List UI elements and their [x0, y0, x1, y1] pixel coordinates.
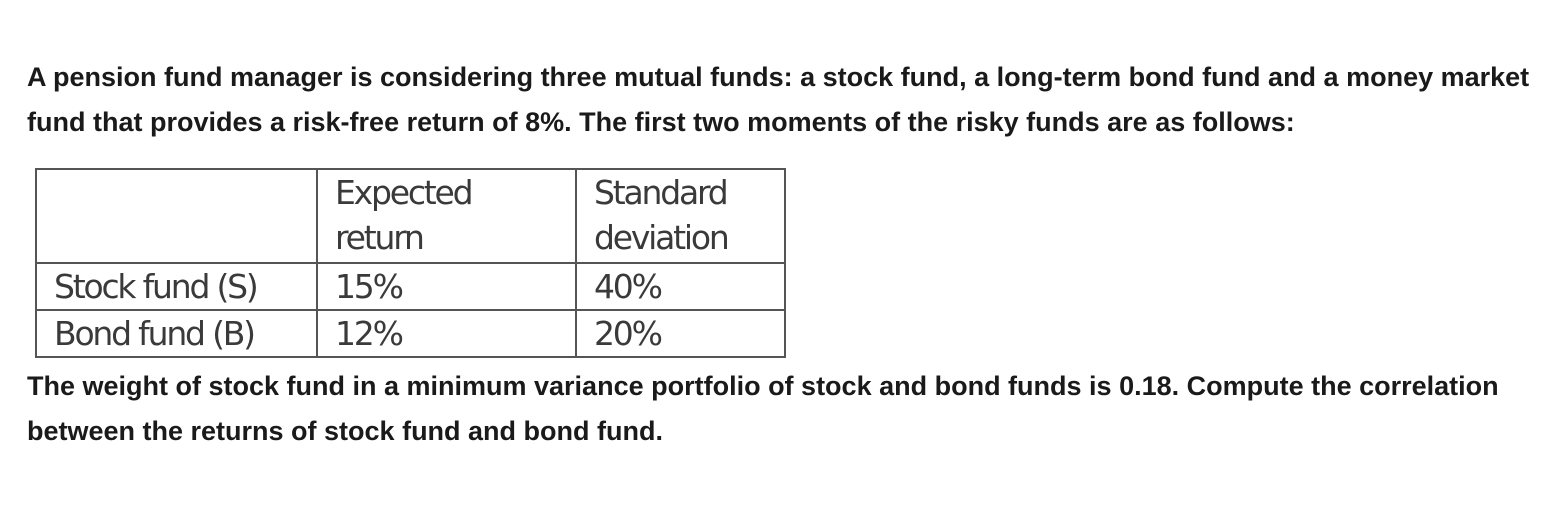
table-row: Stock fund (S) 15% 40%	[35, 262, 786, 311]
fund-name-cell: Bond fund (B)	[35, 309, 318, 358]
question-intro-text: A pension fund manager is considering th…	[27, 62, 1530, 137]
header-stddev-line1: Standard	[594, 173, 729, 212]
header-expected-line1: Expected	[335, 173, 474, 212]
question-task-text: The weight of stock fund in a minimum va…	[27, 371, 1499, 446]
header-standard-deviation: Standard deviation	[575, 168, 786, 264]
header-stddev-line2: deviation	[594, 218, 730, 257]
expected-return-cell: 12%	[316, 309, 577, 358]
standard-deviation-cell: 20%	[575, 309, 786, 358]
standard-deviation-cell: 40%	[575, 262, 786, 311]
fund-name-cell: Stock fund (S)	[35, 262, 318, 311]
question-document: A pension fund manager is considering th…	[27, 55, 1537, 454]
header-expected-line2: return	[335, 218, 425, 257]
header-expected-return: Expected return	[316, 168, 577, 264]
table-header-row: Expected return Standard deviation	[35, 168, 786, 264]
funds-table-container: Expected return Standard deviation Stock f…	[35, 168, 1537, 358]
table-row: Bond fund (B) 12% 20%	[35, 309, 786, 358]
expected-return-cell: 15%	[316, 262, 577, 311]
header-blank-cell	[35, 168, 318, 264]
funds-table: Expected return Standard deviation Stock f…	[35, 168, 786, 358]
